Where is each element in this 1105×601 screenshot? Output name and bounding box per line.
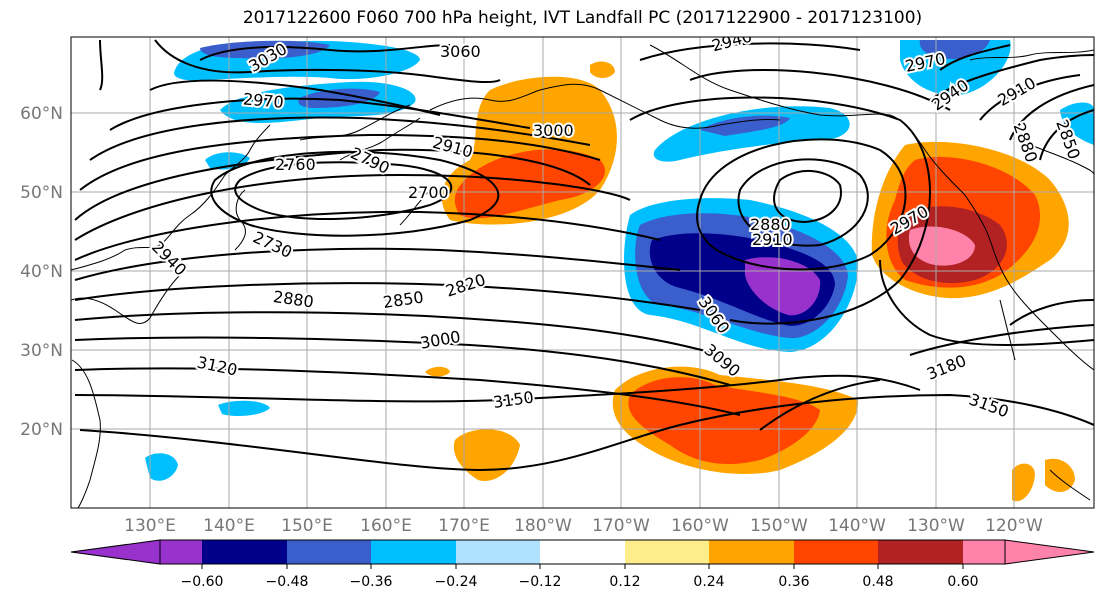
- lat-label: 40°N: [20, 262, 63, 282]
- colorbar-segment: [709, 540, 794, 564]
- lat-label: 60°N: [20, 104, 63, 124]
- ivt-positive-region: [590, 61, 615, 78]
- contour-label: 2760: [275, 155, 316, 174]
- lon-label: 140°E: [203, 516, 255, 536]
- ivt-positive-region: [1012, 463, 1035, 502]
- contour-label: 2700: [408, 183, 449, 202]
- lon-label: 120°W: [985, 516, 1043, 536]
- ivt-positive-region: [1045, 458, 1075, 492]
- lon-label: 130°E: [124, 516, 176, 536]
- colorbar-segment: [625, 540, 709, 564]
- ivt-negative-region: [900, 40, 1011, 96]
- colorbar-segment: [963, 540, 1005, 564]
- map-title: 2017122600 F060 700 hPa height, IVT Land…: [242, 8, 923, 28]
- colorbar-tick-label: −0.60: [181, 574, 224, 590]
- colorbar-tick-label: 0.36: [778, 574, 809, 590]
- colorbar-segment: [160, 540, 202, 564]
- lon-label: 170°W: [592, 516, 650, 536]
- colorbar-frame: [159, 539, 1006, 565]
- colorbar-segment: [456, 540, 540, 564]
- contour-label: 2880: [750, 215, 791, 234]
- colorbar-tick-label: −0.48: [266, 574, 309, 590]
- ivt-positive-region: [628, 377, 820, 465]
- lon-label: 160°W: [671, 516, 729, 536]
- ivt-negative-region: [200, 40, 330, 59]
- colorbar-segment: [202, 540, 287, 564]
- lon-label: 180°W: [514, 516, 572, 536]
- lon-label: 150°W: [750, 516, 808, 536]
- colorbar-tick-label: −0.36: [350, 574, 393, 590]
- coastlines: [71, 44, 1094, 508]
- lon-label: 170°E: [438, 516, 490, 536]
- colorbar-segment: [794, 540, 878, 564]
- colorbar: −0.60 −0.48 −0.36 −0.24 −0.12 0.12 0.24 …: [70, 539, 1095, 590]
- colorbar-segment: [371, 540, 456, 564]
- height-contours: [74, 39, 1094, 472]
- ivt-negative-region: [700, 115, 790, 136]
- colorbar-tick-label: −0.12: [519, 574, 562, 590]
- lon-label: 130°W: [907, 516, 965, 536]
- ivt-negative-region: [298, 88, 380, 108]
- colorbar-tick-label: 0.60: [947, 574, 978, 590]
- contour-label: 3060: [440, 42, 481, 61]
- lon-label: 150°E: [281, 516, 333, 536]
- colorbar-extend-low: [70, 539, 161, 565]
- colorbar-extend-high: [1004, 539, 1095, 565]
- lon-label: 140°W: [828, 516, 886, 536]
- ivt-negative-region: [653, 106, 850, 162]
- ivt-negative-region: [745, 257, 821, 316]
- lat-label: 20°N: [20, 420, 63, 440]
- lat-label: 50°N: [20, 183, 63, 203]
- latitude-labels: 60°N 50°N 40°N 30°N 20°N: [20, 104, 63, 440]
- contour-label: 3000: [533, 121, 574, 140]
- colorbar-tick-label: −0.24: [435, 574, 478, 590]
- colorbar-tick-label: 0.12: [609, 574, 640, 590]
- colorbar-segment: [287, 540, 371, 564]
- ivt-shading: [145, 40, 1094, 502]
- contour-label: 2910: [752, 230, 793, 249]
- ivt-positive-region: [453, 429, 520, 481]
- contour-label: 2970: [242, 89, 284, 111]
- ivt-negative-region: [218, 400, 270, 416]
- plot-frame: [70, 36, 1095, 509]
- lat-label: 30°N: [20, 341, 63, 361]
- colorbar-tick-label: 0.48: [862, 574, 893, 590]
- ivt-positive-region: [908, 226, 975, 266]
- colorbar-tick-label: 0.24: [693, 574, 724, 590]
- lon-label: 160°E: [360, 516, 412, 536]
- colorbar-segment: [878, 540, 963, 564]
- colorbar-segment: [540, 540, 625, 564]
- ivt-positive-region: [454, 149, 606, 219]
- ivt-negative-region: [145, 453, 178, 481]
- ivt-positive-region: [425, 366, 450, 377]
- longitude-labels: 130°E 140°E 150°E 160°E 170°E 180°W 170°…: [124, 516, 1043, 536]
